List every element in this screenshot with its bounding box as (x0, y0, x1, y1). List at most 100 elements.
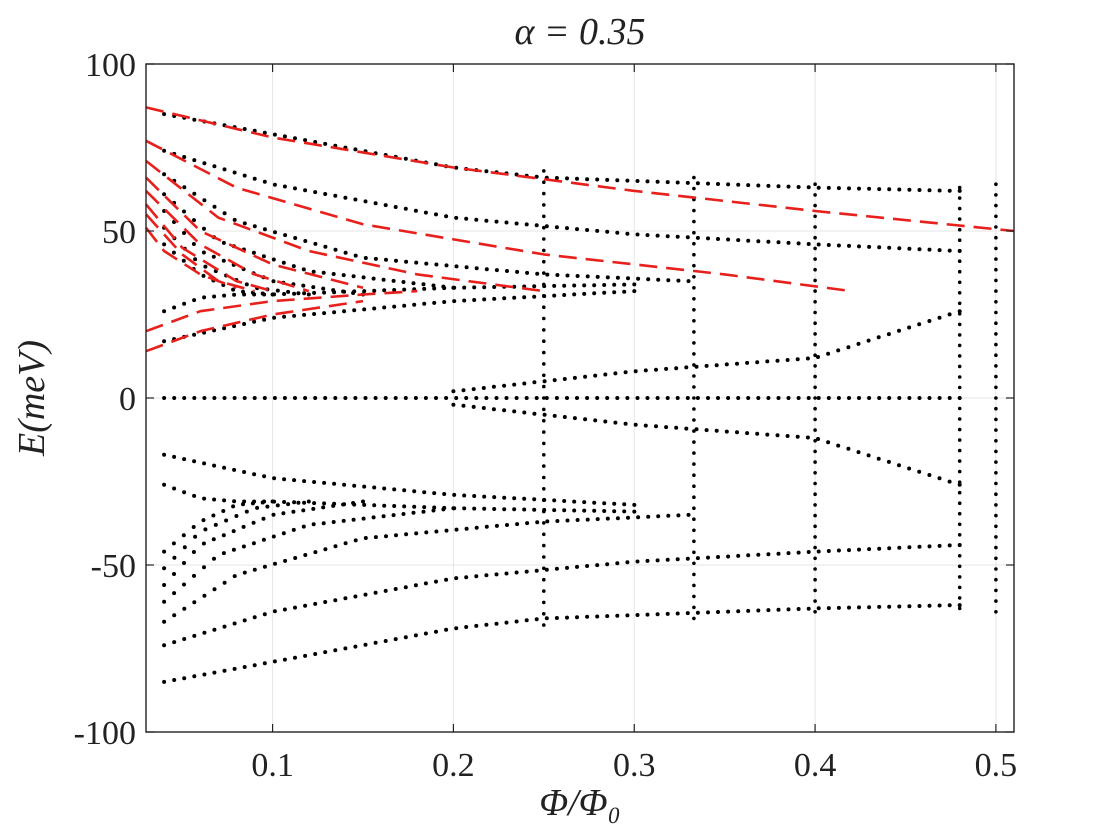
spectrum-point (886, 459, 891, 464)
spectrum-point (646, 514, 651, 519)
spectrum-point (162, 679, 167, 684)
landau-level-curve (145, 213, 255, 293)
spectrum-point (275, 503, 280, 508)
spectrum-point (532, 411, 537, 416)
spectrum-point (532, 294, 537, 299)
spectrum-point (462, 285, 467, 290)
spectrum-point (907, 604, 912, 609)
cluster-point (813, 599, 817, 603)
spectrum-point (302, 291, 307, 296)
cluster-point (994, 503, 998, 507)
spectrum-point (273, 230, 277, 235)
spectrum-point (755, 360, 760, 365)
spectrum-point (887, 546, 892, 551)
spectrum-point (222, 396, 227, 400)
spectrum-point (382, 305, 387, 310)
spectrum-point (434, 396, 438, 400)
spectrum-point (635, 613, 640, 617)
cluster-point (813, 524, 817, 529)
spectrum-point (685, 556, 690, 561)
spectrum-point (665, 234, 670, 239)
spectrum-point (312, 480, 317, 484)
spectrum-point (182, 676, 187, 681)
spectrum-point (423, 210, 428, 215)
spectrum-point (504, 571, 509, 576)
spectrum-point (323, 244, 328, 249)
spectrum-point (172, 305, 177, 310)
spectrum-point (191, 242, 196, 246)
spectrum-point (474, 217, 479, 222)
spectrum-point (494, 396, 499, 400)
cluster-point (813, 535, 817, 539)
spectrum-point (261, 254, 266, 259)
spectrum-point (595, 396, 600, 400)
spectrum-point (482, 494, 487, 499)
spectrum-point (947, 543, 952, 548)
spectrum-point (602, 501, 607, 506)
spectrum-point (323, 650, 328, 655)
spectrum-point (224, 518, 229, 523)
spectrum-point (454, 264, 459, 269)
spectrum-point (927, 396, 932, 400)
spectrum-point (372, 485, 377, 490)
spectrum-point (632, 289, 637, 294)
spectrum-point (555, 519, 560, 523)
spectrum-point (877, 604, 882, 609)
spectrum-point (234, 514, 239, 518)
spectrum-point (633, 369, 638, 374)
spectrum-point (775, 433, 780, 438)
spectrum-point (451, 389, 456, 394)
cluster-point (994, 406, 998, 411)
chart-title: α = 0.35 (514, 11, 645, 53)
spectrum-point (262, 130, 267, 135)
cluster-point (542, 248, 546, 253)
x-tick-label: 0.3 (613, 747, 656, 784)
spectrum-point (836, 348, 841, 353)
spectrum-point (552, 413, 557, 418)
cluster-point (542, 237, 546, 241)
cluster-point (957, 333, 962, 337)
spectrum-point (766, 396, 771, 400)
spectrum-point (927, 544, 932, 549)
spectrum-point (393, 637, 398, 642)
cluster-point (957, 533, 962, 537)
spectrum-point (260, 500, 265, 505)
cluster-point (692, 572, 696, 577)
spectrum-point (907, 396, 912, 400)
cluster-point (692, 440, 696, 444)
spectrum-point (937, 476, 942, 481)
cluster-point (813, 300, 817, 304)
spectrum-point (244, 282, 249, 287)
spectrum-point (714, 428, 719, 433)
spectrum-point (211, 513, 216, 518)
spectrum-point (552, 498, 557, 503)
spectrum-point (182, 561, 186, 565)
cluster-point (813, 278, 817, 283)
spectrum-point (582, 291, 587, 296)
spectrum-point (322, 290, 327, 295)
spectrum-point (351, 517, 356, 522)
y-tick-label: 100 (85, 47, 136, 84)
spectrum-point (554, 225, 559, 230)
spectrum-point (816, 185, 821, 190)
spectrum-point (522, 381, 527, 386)
spectrum-point (192, 191, 197, 196)
spectrum-point (726, 237, 731, 242)
spectrum-point (585, 274, 590, 279)
spectrum-point (686, 512, 691, 517)
spectrum-point (937, 188, 942, 193)
spectrum-point (361, 516, 366, 521)
spectrum-point (524, 222, 529, 227)
spectrum-point (182, 231, 186, 235)
spectrum-point (877, 245, 882, 250)
spectrum-point (532, 380, 537, 385)
spectrum-point (242, 173, 247, 178)
spectrum-point (593, 373, 598, 378)
spectrum-point (544, 224, 549, 229)
landau-level-curve (145, 203, 273, 293)
spectrum-point (312, 312, 317, 316)
spectrum-point (424, 530, 429, 535)
spectrum-point (192, 459, 197, 464)
spectrum-point (674, 366, 679, 371)
cluster-point (813, 257, 817, 261)
